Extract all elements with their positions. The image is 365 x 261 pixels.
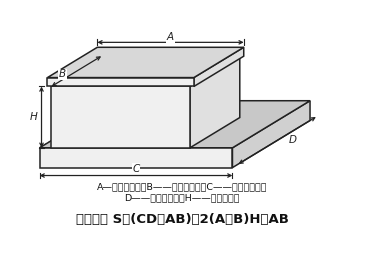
Text: C: C [132,164,140,174]
Text: A: A [167,32,174,42]
Polygon shape [39,101,310,148]
Text: H: H [30,112,38,122]
Text: B: B [59,69,66,79]
Text: A—变压器宽度；B——变压器长度；C——集油坑宽度；: A—变压器宽度；B——变压器长度；C——集油坑宽度； [97,182,267,191]
Text: D: D [289,135,297,145]
Polygon shape [47,47,244,78]
Text: D——集油坑长度；H——变压器高度: D——集油坑长度；H——变压器高度 [124,193,240,202]
Polygon shape [190,56,240,148]
Polygon shape [233,101,310,168]
Text: 保护面积 S＝(CD－AB)＋2(A＋B)H＋AB: 保护面积 S＝(CD－AB)＋2(A＋B)H＋AB [76,213,288,226]
Polygon shape [39,148,233,168]
Polygon shape [194,47,244,86]
Polygon shape [51,56,240,86]
Polygon shape [51,86,190,148]
Polygon shape [47,78,194,86]
